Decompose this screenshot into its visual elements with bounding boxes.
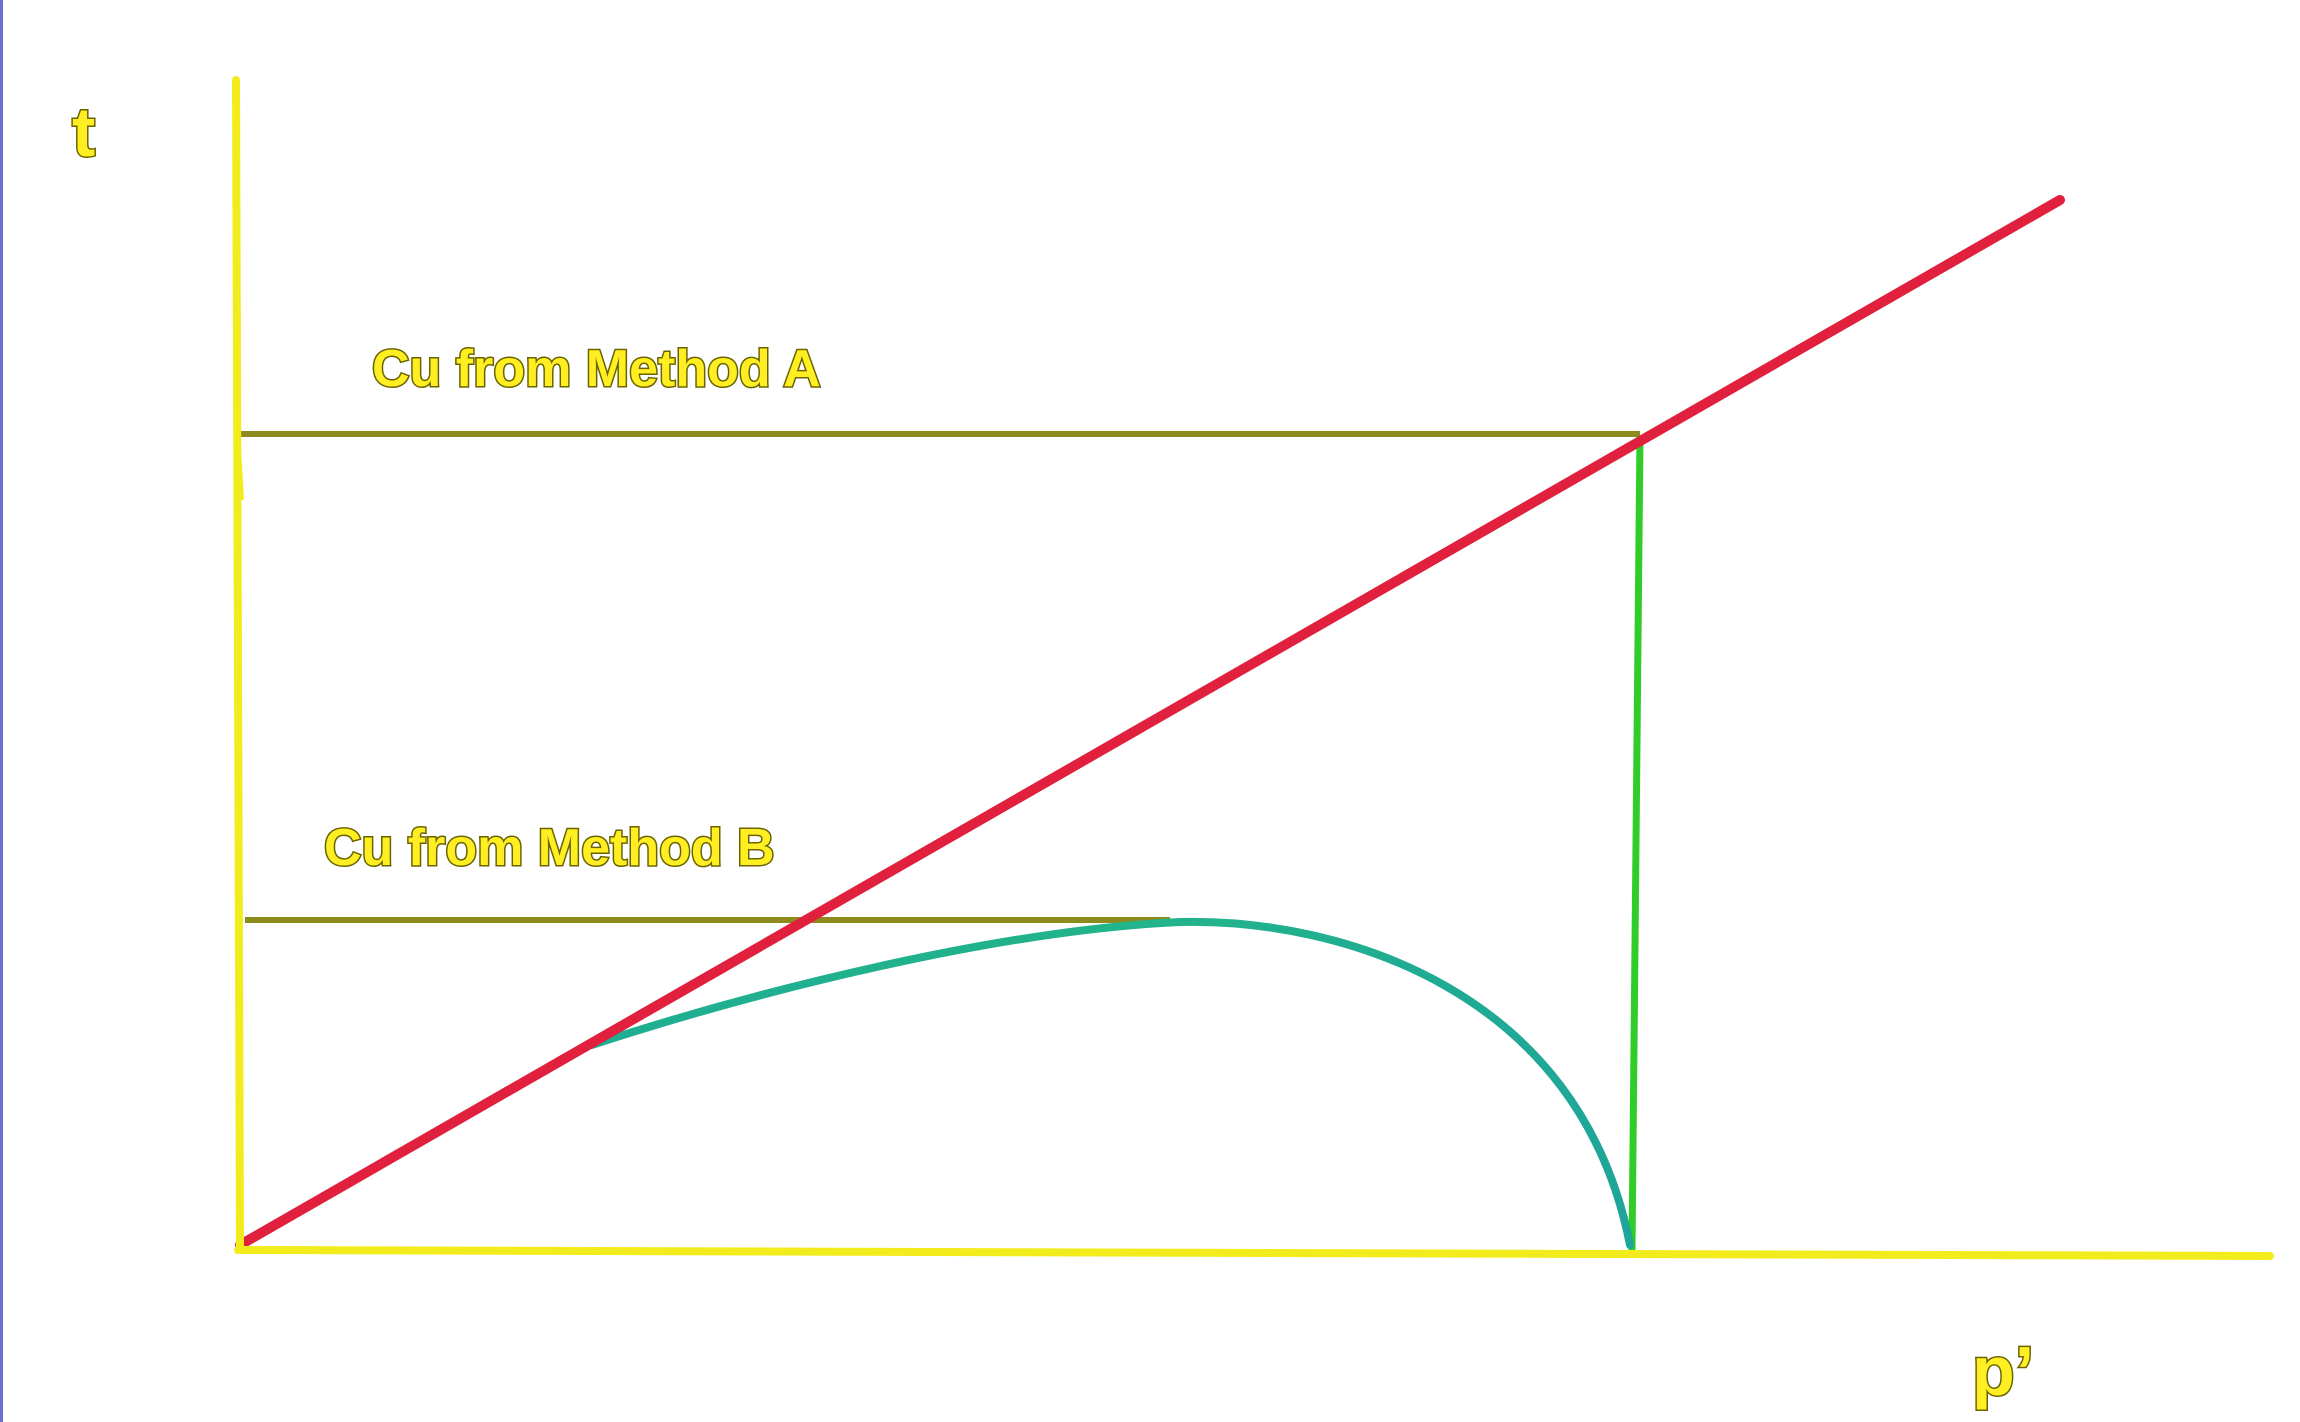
- y-axis-label: t: [72, 93, 95, 171]
- failure-envelope-line: [235, 195, 2065, 1250]
- x-axis: [234, 1246, 2274, 1260]
- method-a-label: Cu from Method A: [372, 340, 821, 398]
- method-b-label: Cu from Method B: [324, 819, 775, 877]
- vertical-stress-path: [1628, 435, 1644, 1251]
- left-edge-line: [0, 0, 3, 1422]
- x-axis-label: p’: [1972, 1332, 2034, 1410]
- method-a-left-tick: [236, 429, 244, 501]
- y-axis: [232, 76, 244, 1254]
- effective-stress-path-curve: [588, 917, 1634, 1249]
